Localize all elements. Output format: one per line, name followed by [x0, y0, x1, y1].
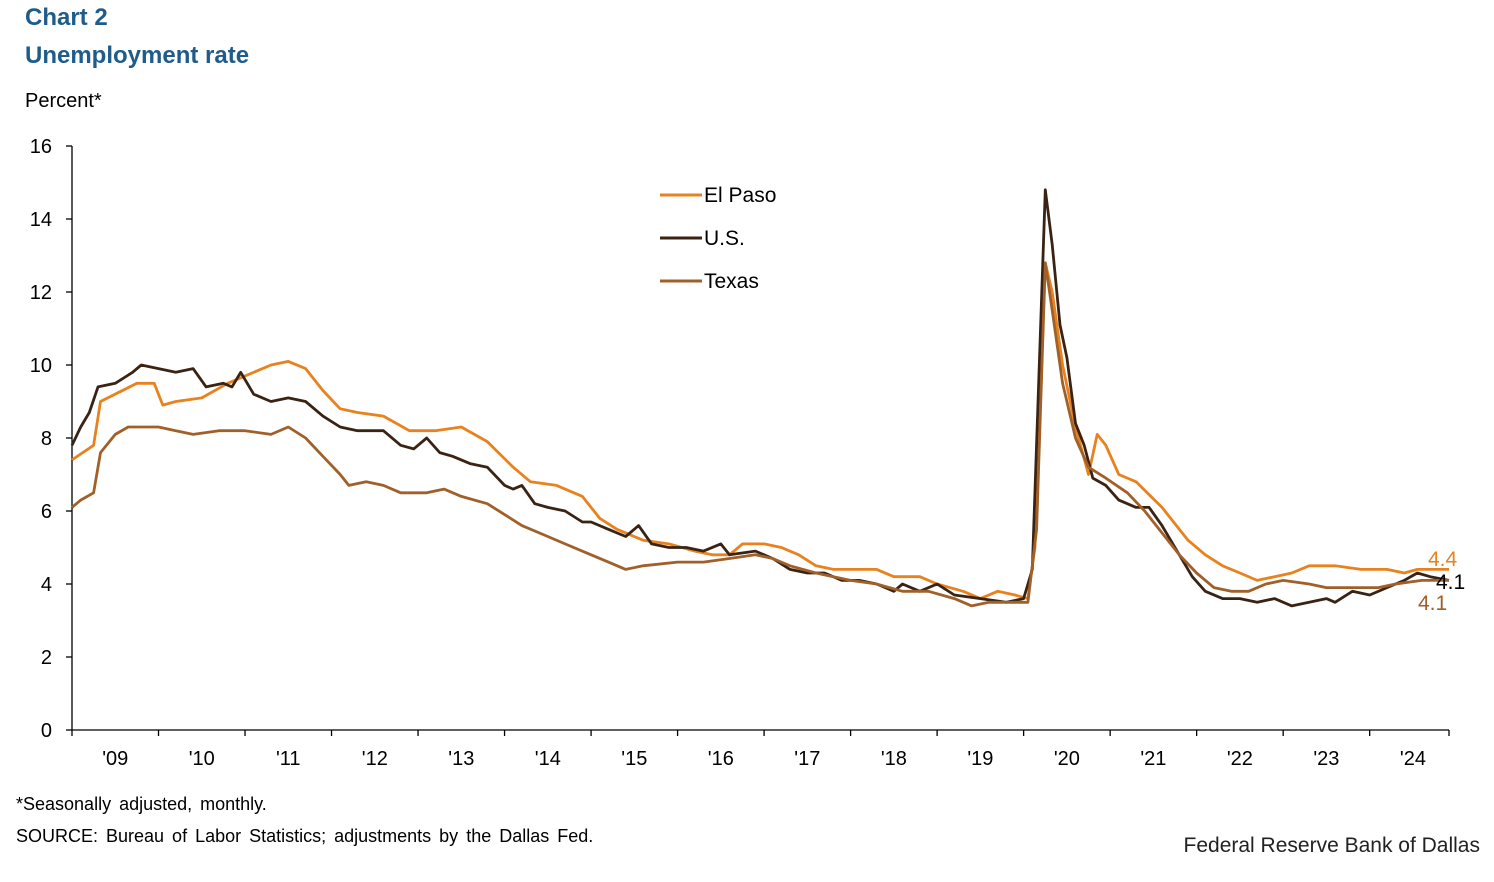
- x-tick-label: '18: [881, 748, 907, 770]
- y-tick-label: 6: [41, 501, 52, 523]
- y-tick-label: 16: [30, 136, 52, 158]
- x-tick-label: '13: [448, 748, 474, 770]
- x-tick-label: '11: [276, 748, 301, 770]
- y-axis-label: Percent*: [25, 90, 102, 112]
- x-tick-label: '12: [362, 748, 388, 770]
- y-tick-label: 2: [41, 647, 52, 669]
- x-tick-label: '14: [535, 748, 561, 770]
- y-tick-label: 8: [41, 428, 52, 450]
- y-tick-label: 4: [41, 574, 52, 596]
- x-tick-label: '21: [1140, 748, 1166, 770]
- x-tick-label: '10: [189, 748, 215, 770]
- series-line-elpaso: [71, 261, 1449, 600]
- x-tick-label: '24: [1400, 748, 1426, 770]
- legend-label: El Paso: [704, 184, 776, 207]
- x-tick-label: '20: [1054, 748, 1080, 770]
- y-tick-label: 0: [41, 720, 52, 742]
- chart-title: Unemployment rate: [25, 42, 250, 69]
- x-tick-label: '19: [967, 748, 993, 770]
- legend: El Paso U.S. Texas: [660, 184, 776, 293]
- y-tick-label: 10: [30, 355, 52, 377]
- series-line-us: [70, 188, 1450, 608]
- chart-number: Chart 2: [25, 4, 108, 31]
- line-chart: 0 2 4 6 8 10 12 14 16 '09 '10 '11 '12 '13 '14 '15 '16 '17…: [30, 136, 1465, 770]
- x-tick-label: '17: [794, 748, 820, 770]
- series-lines: [70, 188, 1450, 608]
- end-value-label: 4.4: [1428, 548, 1458, 571]
- y-tick-label: 14: [30, 209, 52, 231]
- footnote: *Seasonally adjusted, monthly.: [16, 794, 267, 814]
- publisher-credit: Federal Reserve Bank of Dallas: [1183, 834, 1480, 857]
- series-line-texas: [71, 261, 1449, 608]
- end-value-label: 4.1: [1436, 571, 1465, 594]
- legend-label: Texas: [704, 270, 759, 293]
- y-tick-label: 12: [30, 282, 52, 304]
- x-tick-label: '16: [708, 748, 734, 770]
- source-note: SOURCE: Bureau of Labor Statistics; adju…: [16, 826, 594, 846]
- end-labels: 4.44.14.1: [1418, 548, 1465, 615]
- x-tick-label: '15: [621, 748, 647, 770]
- end-value-label: 4.1: [1418, 592, 1447, 615]
- x-tick-label: '22: [1227, 748, 1253, 770]
- x-tick-label: '09: [102, 748, 128, 770]
- legend-label: U.S.: [704, 227, 745, 250]
- x-tick-label: '23: [1313, 748, 1339, 770]
- axes: 0 2 4 6 8 10 12 14 16 '09 '10 '11 '12 '13 '14 '15 '16 '17…: [30, 136, 1450, 770]
